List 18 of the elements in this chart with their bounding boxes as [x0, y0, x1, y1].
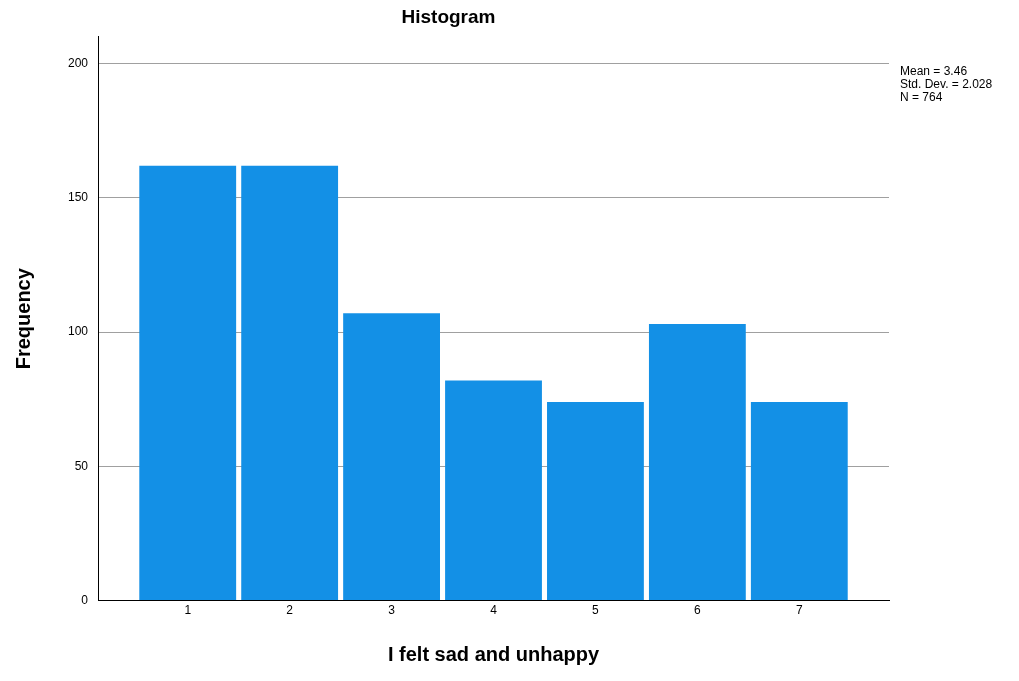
x-axis-title: I felt sad and unhappy: [387, 642, 600, 665]
text: Std. Dev. = 2.028: [900, 77, 993, 92]
chart-title: Histogram: [401, 5, 496, 27]
x-tick-label: 3: [388, 603, 396, 618]
y-tick-label: 200: [67, 55, 89, 70]
x-tick-label: 1: [184, 603, 192, 618]
y-tick-label: 100: [67, 324, 89, 339]
x-tick-label: 5: [592, 603, 600, 618]
text: Mean = 3.46: [900, 64, 968, 79]
text: N = 764: [900, 90, 943, 105]
y-tick-label: 0: [81, 592, 89, 607]
x-tick-label: 7: [795, 603, 803, 618]
y-tick-label: 50: [74, 458, 89, 473]
x-tick-label: 4: [490, 603, 498, 618]
y-tick-label: 150: [67, 190, 89, 205]
y-axis-title: Frequency: [11, 267, 34, 370]
x-tick-label: 6: [694, 603, 702, 618]
x-tick-label: 2: [286, 603, 294, 618]
